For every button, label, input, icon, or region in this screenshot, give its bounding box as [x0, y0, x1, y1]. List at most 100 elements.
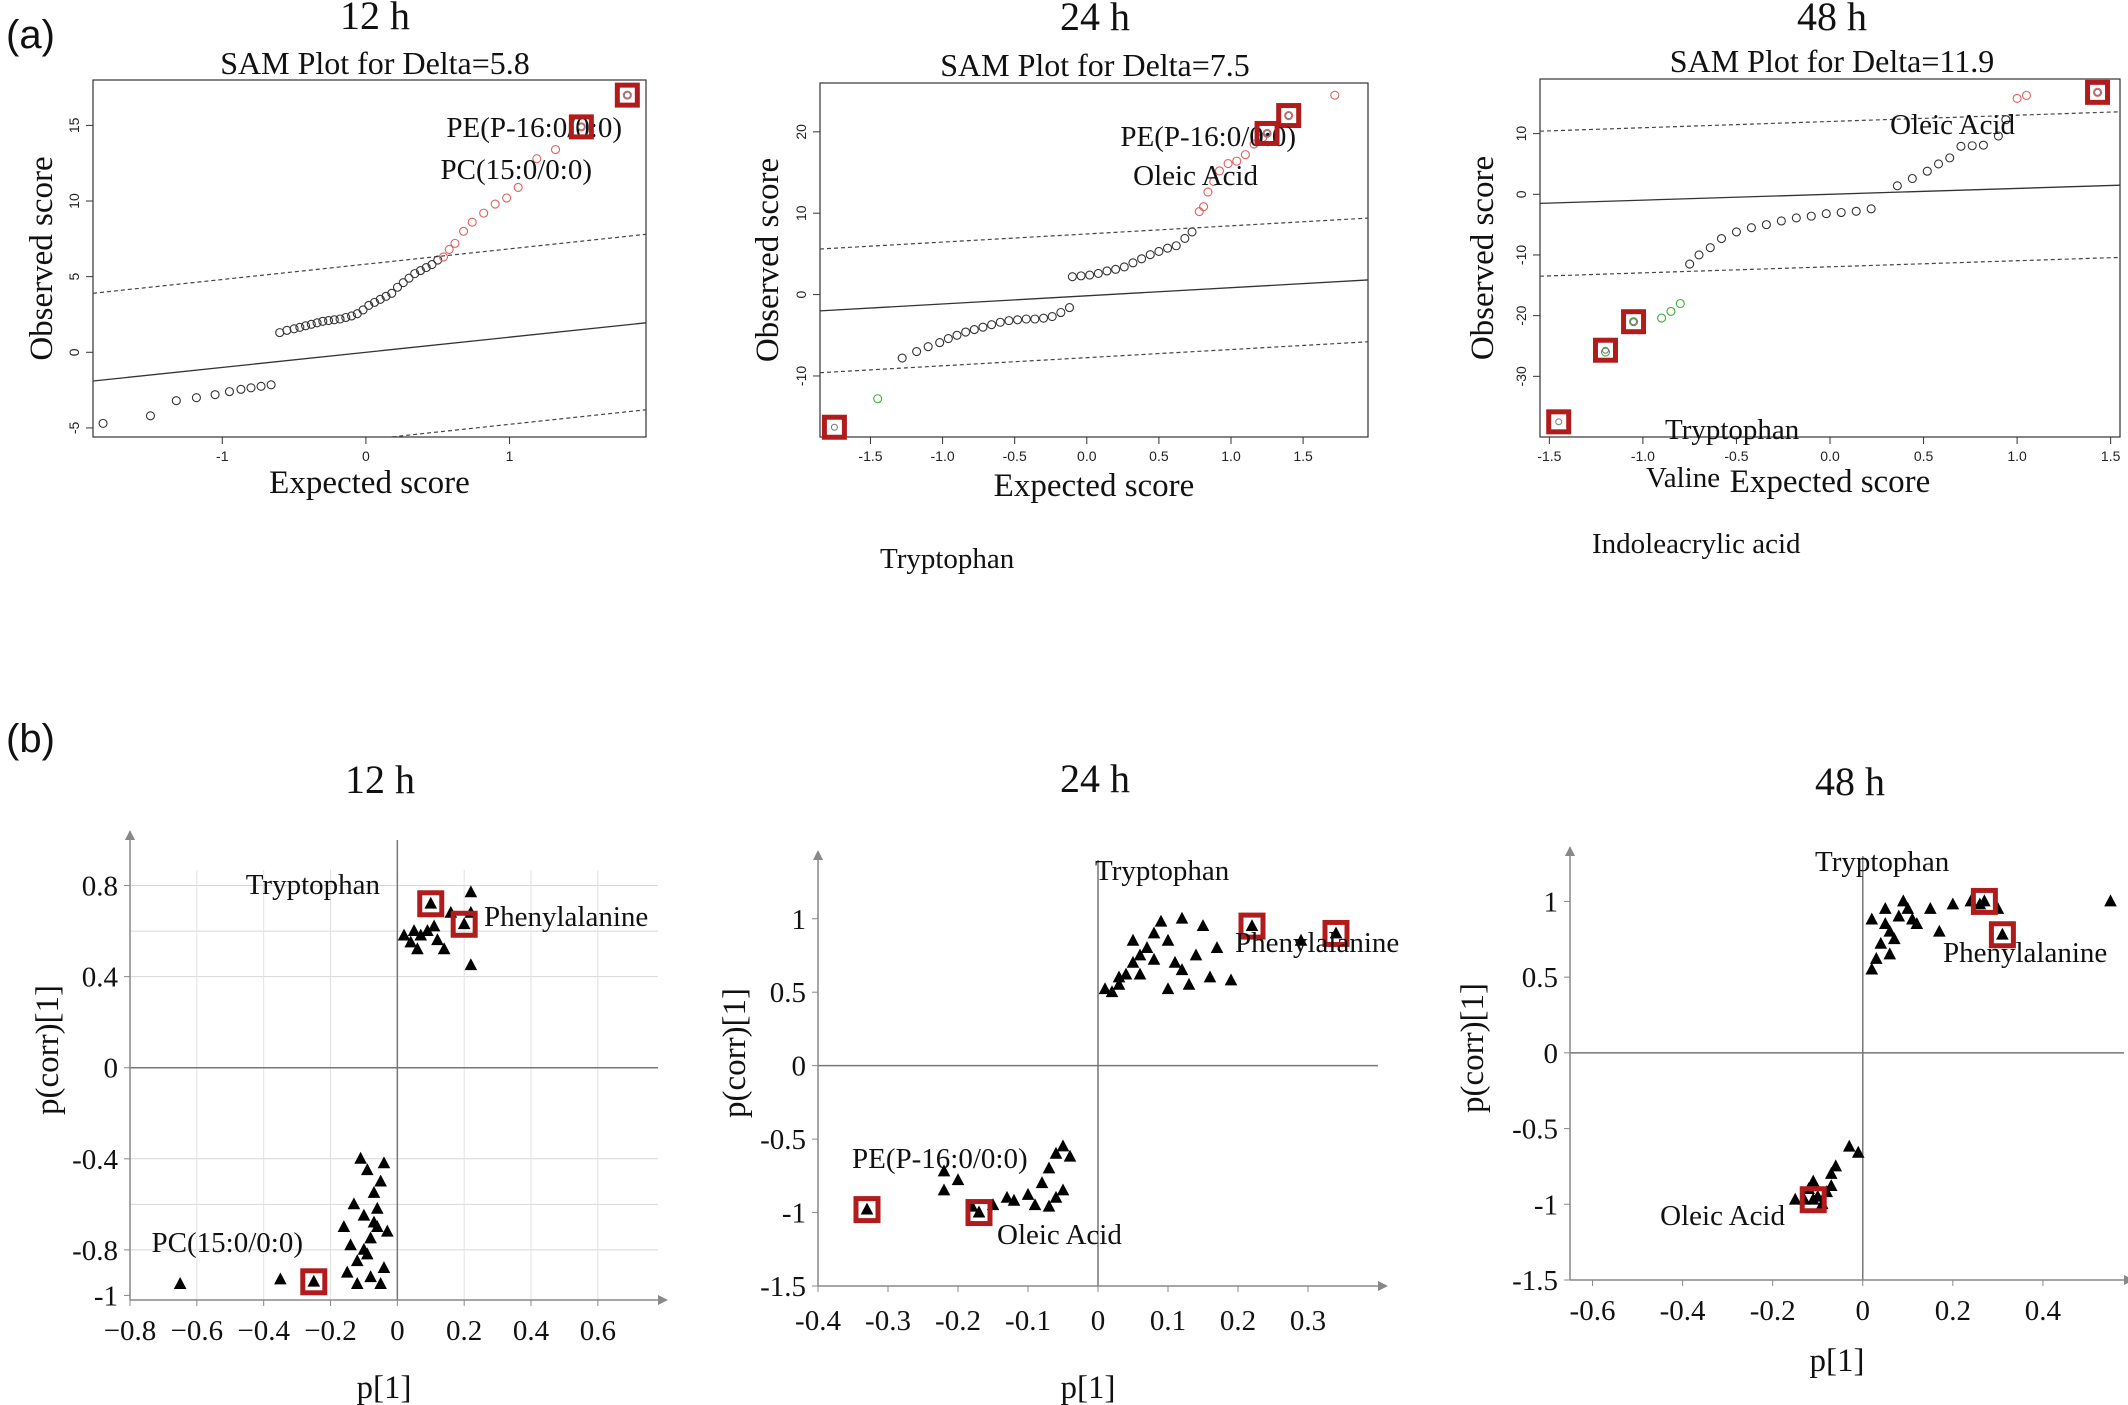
- x-tick-label: -1.5: [1537, 448, 1561, 464]
- point-nonsignificant: [392, 282, 403, 292]
- y-tick-label: 0: [104, 1053, 119, 1085]
- y-axis-arrow: [125, 830, 135, 840]
- loading-point: [1147, 926, 1161, 939]
- annotation-label: Tryptophan: [880, 543, 1015, 575]
- highlight-point: [1285, 112, 1293, 120]
- point-nonsignificant: [995, 317, 1005, 327]
- point-nonsignificant: [1907, 173, 1917, 184]
- loading-point: [464, 958, 478, 971]
- point-nonsignificant: [301, 321, 311, 331]
- highlight-box: [1988, 921, 2016, 949]
- chart-title: SAM Plot for Delta=5.8: [220, 45, 530, 81]
- point-nonsignificant: [191, 393, 201, 403]
- point-nonsignificant: [421, 263, 431, 273]
- panel-b-label: (b): [6, 717, 55, 761]
- loading-point: [1098, 982, 1112, 995]
- highlight-box: [1970, 887, 1998, 915]
- loading-point: [367, 1185, 381, 1198]
- plot-frame: [1539, 78, 2121, 438]
- loading-point: [431, 933, 444, 946]
- highlight-point: [458, 918, 470, 929]
- point-nonsignificant: [282, 325, 292, 335]
- point-nonsignificant: [1892, 181, 1902, 191]
- loading-point: [367, 1215, 381, 1228]
- loading-point: [374, 1277, 387, 1289]
- point-nonsignificant: [1030, 314, 1040, 324]
- loading-point: [354, 1151, 367, 1164]
- loading-point: [1049, 1190, 1063, 1203]
- highlight-box: [1238, 912, 1266, 940]
- loading-point: [1946, 897, 1960, 910]
- point-nonsignificant: [1836, 207, 1846, 218]
- point-significant-up: [1203, 187, 1213, 197]
- point-significant-up: [444, 244, 454, 254]
- x-tick-label: -0.5: [1003, 448, 1027, 464]
- loading-point: [1056, 1183, 1070, 1196]
- point-significant-down: [1675, 298, 1685, 309]
- highlight-point: [1978, 895, 1990, 906]
- center-line: [820, 279, 1368, 312]
- annotation-label: PE(P-16:0/0:0): [1120, 121, 1296, 153]
- point-nonsignificant: [912, 347, 922, 357]
- highlight-box: [1276, 103, 1302, 129]
- y-tick-label: 10: [793, 205, 809, 221]
- highlight-box: [1592, 337, 1618, 363]
- loading-point: [1924, 902, 1937, 914]
- loading-point: [1196, 919, 1210, 932]
- point-nonsignificant: [1685, 259, 1695, 269]
- y-tick-label: 0: [792, 1051, 807, 1083]
- loading-point: [274, 1272, 287, 1285]
- x-tick-label: -0.1: [1005, 1305, 1051, 1337]
- y-tick-label: 0: [1513, 190, 1529, 198]
- y-tick-label: 0.5: [770, 977, 806, 1009]
- x-tick-label: 0: [362, 448, 370, 464]
- annotation-label: Oleic Acid: [1660, 1200, 1785, 1232]
- x-axis-label: p[1]: [357, 1370, 412, 1405]
- loading-point: [360, 1247, 374, 1260]
- loading-point: [1910, 917, 1924, 930]
- annotation-label: PC(15:0/0:0): [441, 154, 592, 186]
- annotation-label: Oleic Acid: [1890, 109, 2015, 141]
- loading-point: [1788, 1192, 1802, 1205]
- x-tick-label: 0.0: [1077, 448, 1097, 464]
- point-nonsignificant: [935, 338, 945, 348]
- loading-point: [1126, 955, 1140, 968]
- loading-point: [340, 1265, 354, 1278]
- x-tick-label: 1: [506, 448, 514, 464]
- point-nonsignificant: [1694, 250, 1704, 260]
- point-nonsignificant: [236, 384, 246, 394]
- time-label: 24 h: [1060, 0, 1130, 39]
- point-nonsignificant: [1056, 307, 1066, 318]
- lower-threshold-line: [1540, 256, 2120, 277]
- y-tick-label: -5: [66, 421, 82, 434]
- point-significant-up: [1209, 176, 1219, 187]
- x-tick-label: 1.0: [2007, 448, 2027, 464]
- point-nonsignificant: [404, 273, 414, 283]
- point-significant-up: [438, 252, 449, 262]
- point-nonsignificant: [364, 300, 374, 310]
- highlight-point: [1263, 129, 1271, 137]
- point-nonsignificant: [295, 322, 305, 332]
- point-significant-up: [1199, 202, 1209, 212]
- point-nonsignificant: [952, 330, 962, 340]
- point-nonsignificant: [369, 297, 380, 307]
- point-nonsignificant: [312, 318, 322, 328]
- y-tick-label: -10: [793, 366, 809, 386]
- time-label: 24 h: [1060, 756, 1130, 801]
- loading-point: [464, 885, 478, 898]
- point-nonsignificant: [943, 333, 953, 344]
- loading-point: [1865, 912, 1879, 925]
- point-significant-up: [479, 208, 489, 218]
- loading-point: [1824, 1179, 1838, 1192]
- loading-point: [1189, 948, 1203, 961]
- sam-plot-12h: 12 h SAM Plot for Delta=5.8 -1 0 1 -5 0 5 10 15 Ex…: [24, 0, 647, 501]
- loading-point: [1035, 1176, 1049, 1189]
- y-tick-label: -1.5: [1512, 1265, 1558, 1297]
- point-nonsignificant: [1128, 258, 1138, 268]
- lower-threshold-line: [385, 409, 646, 437]
- y-tick-label: -0.5: [760, 1124, 806, 1156]
- loading-point: [1224, 973, 1238, 986]
- x-axis-arrow: [2124, 1275, 2128, 1285]
- y-tick-label: 0.8: [82, 871, 118, 903]
